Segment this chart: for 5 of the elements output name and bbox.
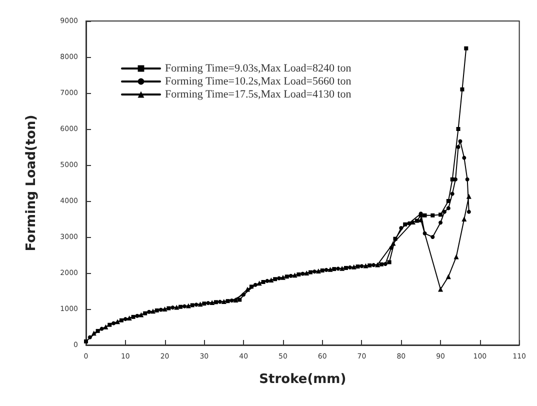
- x-axis-title: Stroke(mm): [259, 372, 346, 387]
- legend-label: Forming Time=10.2s,Max Load=5660 ton: [165, 76, 352, 88]
- y-axis-title: Forming Load(ton): [24, 114, 39, 252]
- legend-label: Forming Time=9.03s,Max Load=8240 ton: [165, 62, 352, 74]
- legend-label: Forming Time=17.5s,Max Load=4130 ton: [165, 88, 352, 100]
